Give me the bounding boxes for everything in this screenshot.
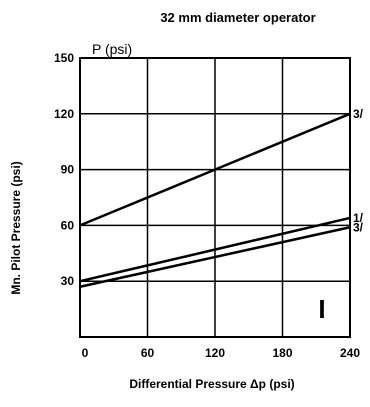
series-line-1 <box>79 216 351 283</box>
series-label-1: 1/ <box>353 211 364 225</box>
y-unit-label: P (psi) <box>92 41 132 57</box>
plot-frame <box>79 57 351 338</box>
chart-title: 32 mm diameter operator <box>160 10 315 25</box>
x-axis-label: Differential Pressure Δp (psi) <box>129 377 294 391</box>
x-tick-label: 240 <box>340 346 360 360</box>
y-tick-label: 90 <box>61 163 75 177</box>
x-tick-label: 60 <box>141 346 155 360</box>
series-label-0: 3/ <box>353 107 364 121</box>
y-tick-label: 30 <box>61 274 75 288</box>
series-label-2: 3/ <box>353 220 364 234</box>
series-lines <box>79 112 351 289</box>
series-line-0 <box>79 112 351 227</box>
x-tick-labels: 0 60 120 180 240 <box>82 346 361 360</box>
y-tick-label: 150 <box>54 51 74 65</box>
series-labels: 3/1/3/ <box>353 107 364 234</box>
x-tick-label: 180 <box>272 346 292 360</box>
y-tick-label: 120 <box>54 107 74 121</box>
y-axis-label: Mn. Pilot Pressure (psi) <box>9 161 23 294</box>
y-tick-label: 60 <box>61 218 75 232</box>
x-tick-label: 0 <box>82 346 89 360</box>
roman-numeral-annotation: I <box>318 294 325 324</box>
x-tick-label: 120 <box>205 346 225 360</box>
grid <box>79 57 351 337</box>
y-tick-labels: 30 60 90 120 150 <box>54 51 74 288</box>
series-line-2 <box>79 226 351 289</box>
